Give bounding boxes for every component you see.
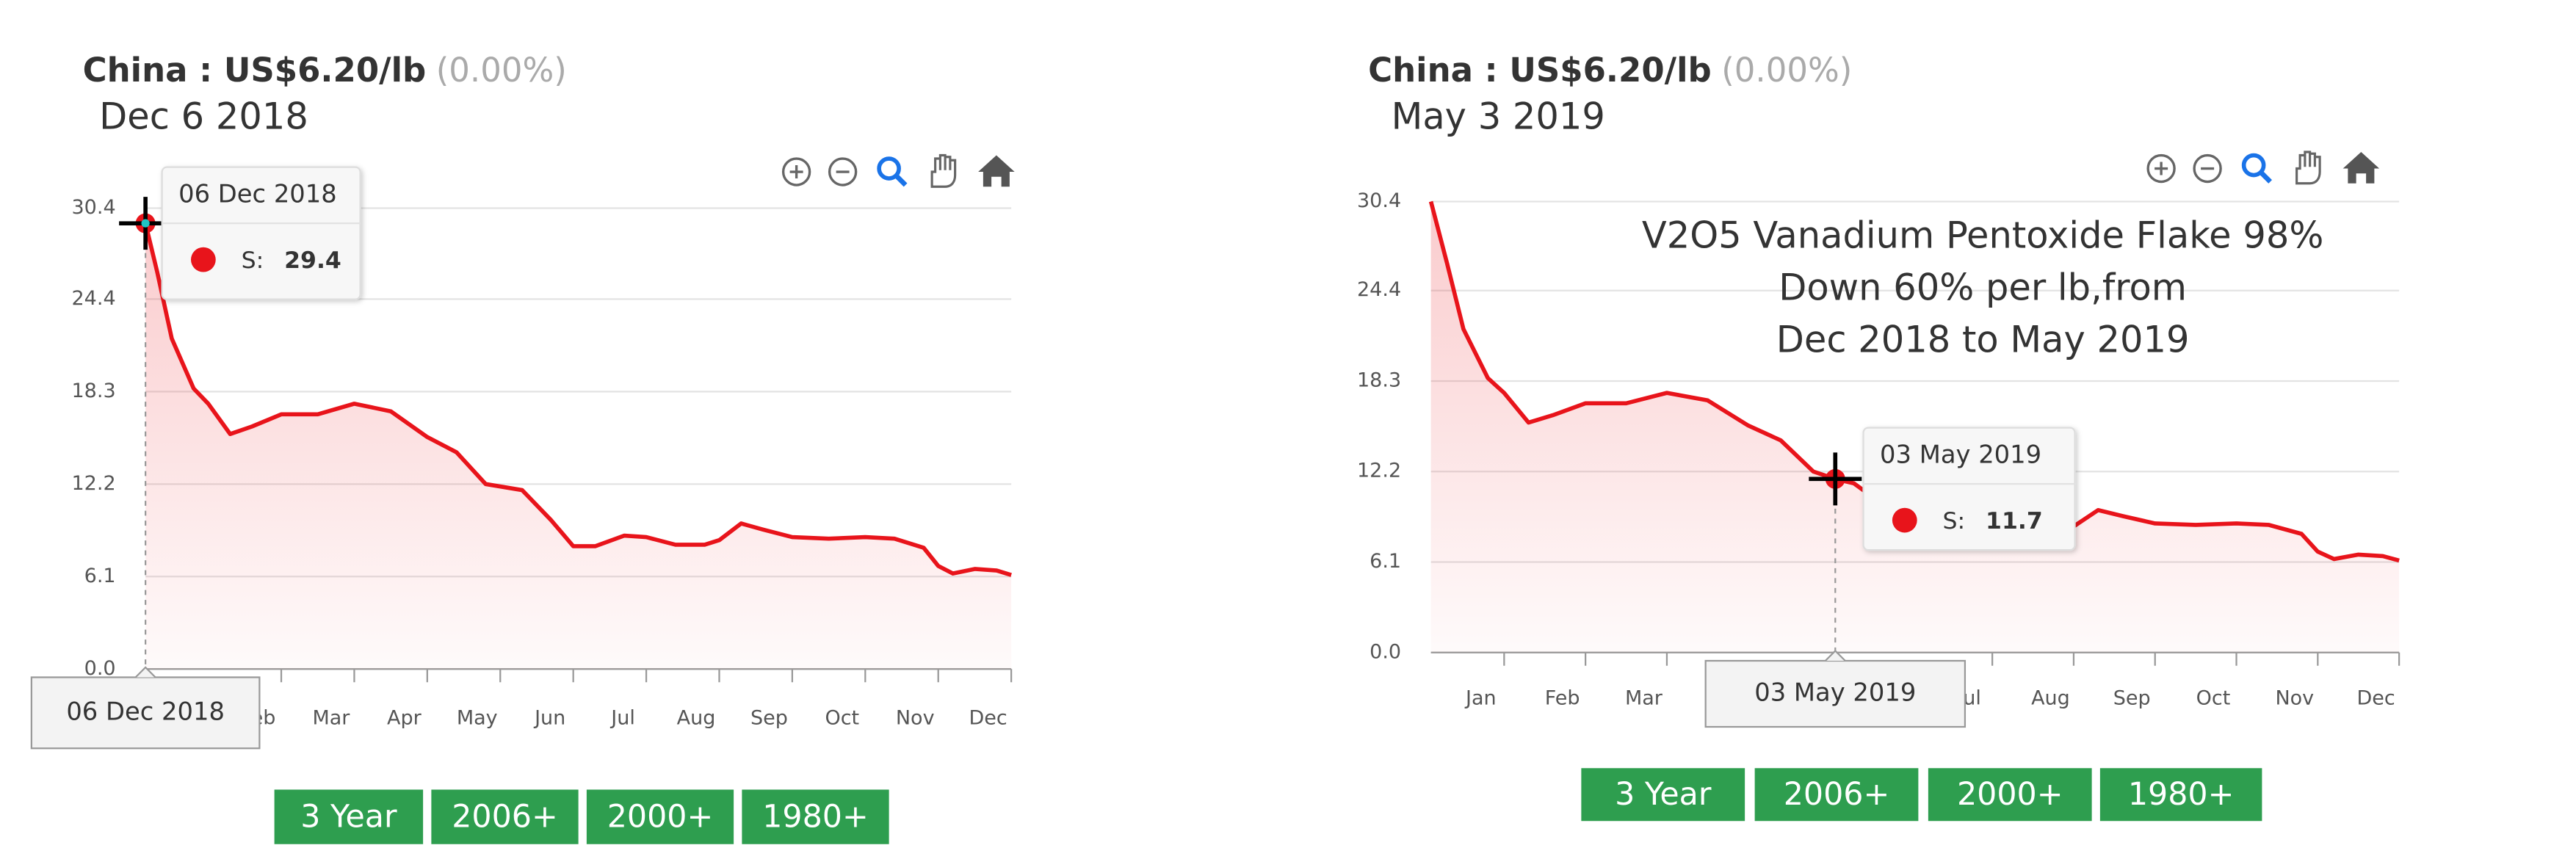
x-tick-label: Dec xyxy=(969,706,1007,729)
reset-zoom-icon[interactable] xyxy=(2342,152,2380,184)
area xyxy=(145,223,1012,670)
price-line xyxy=(143,222,1012,577)
x-tick-label: Oct xyxy=(2196,686,2231,709)
x-tick-label: Nov xyxy=(2275,686,2314,709)
annotation: Down 60% per lb,from xyxy=(1779,266,2187,308)
x-tick-label: Aug xyxy=(677,706,716,729)
chart-title: China : US$6.20/lb (0.00%) xyxy=(83,51,567,90)
chart-toolbar xyxy=(781,153,1015,188)
zoom-in-icon[interactable] xyxy=(2146,153,2176,184)
x-tick-label: Oct xyxy=(825,706,859,729)
reset-zoom-icon[interactable] xyxy=(978,155,1015,187)
pan-icon[interactable] xyxy=(2295,151,2321,185)
x-tick-label: Jul xyxy=(609,706,635,729)
y-tick-label: 12.2 xyxy=(72,472,116,495)
x-tick-label: May xyxy=(457,706,498,729)
x-tick-label: Aug xyxy=(2031,686,2070,709)
x-tick-label: Dec xyxy=(2357,686,2395,709)
range-button-label[interactable]: 2000+ xyxy=(607,798,714,835)
range-button[interactable] xyxy=(1754,768,1919,822)
x-tick-label: Sep xyxy=(2113,686,2151,709)
x-tick-label: Jan xyxy=(1464,686,1497,709)
pan-icon[interactable] xyxy=(930,153,957,188)
x-tick-label: Feb xyxy=(1545,686,1580,709)
range-button[interactable] xyxy=(1928,768,2092,822)
chart-title: China : US$6.20/lb (0.00%) xyxy=(1368,51,1852,90)
x-tick-label: Sep xyxy=(750,706,788,729)
range-button-label[interactable]: 2006+ xyxy=(452,798,558,835)
zoom-out-icon[interactable] xyxy=(828,157,858,186)
title-text: China : US$6.20/lb xyxy=(1368,51,1712,90)
y-tick-label: 0.0 xyxy=(1370,640,1401,663)
tooltip-marker xyxy=(191,247,216,272)
y-tick-label: 6.1 xyxy=(1370,550,1401,573)
range-button[interactable] xyxy=(431,789,579,844)
range-button[interactable] xyxy=(586,789,734,844)
area xyxy=(1430,201,2400,653)
crosshair-label-box xyxy=(1704,659,1967,728)
range-button-label[interactable]: 1980+ xyxy=(762,798,869,835)
cursor-cross xyxy=(1809,452,1862,506)
selection-zoom-handle xyxy=(2258,170,2273,184)
x-tick-label: Jun xyxy=(533,706,565,729)
y-tick-label: 24.4 xyxy=(72,287,116,310)
range-button[interactable] xyxy=(1581,768,1745,822)
x-tick-label: Mar xyxy=(312,706,350,729)
x-tick-label: Nov xyxy=(896,706,935,729)
tooltip-date: 03 May 2019 xyxy=(1880,440,2041,468)
change-text: (0.00%) xyxy=(1721,51,1852,90)
selection-zoom-icon[interactable] xyxy=(2241,153,2266,178)
range-button[interactable] xyxy=(2099,768,2262,822)
title-text: China : US$6.20/lb xyxy=(83,51,427,90)
date-label: Dec 6 2018 xyxy=(99,95,308,138)
y-tick-label: 0.0 xyxy=(84,657,116,680)
y-tick-label: 6.1 xyxy=(84,565,116,587)
annotation: V2O5 Vanadium Pentoxide Flake 98% xyxy=(1642,214,2324,257)
range-button[interactable] xyxy=(274,789,424,844)
chart-toolbar xyxy=(2146,151,2380,185)
range-button-label[interactable]: 2006+ xyxy=(1784,776,1890,813)
y-tick-label: 24.4 xyxy=(1357,278,1401,301)
crosshair-label-box xyxy=(30,676,261,750)
annotation: Dec 2018 to May 2019 xyxy=(1776,318,2190,360)
tooltip-value: 29.4 xyxy=(284,247,341,274)
x-tick-label: Apr xyxy=(387,706,422,729)
y-tick-label: 30.4 xyxy=(1357,189,1401,212)
crosshair-label-pointer xyxy=(134,666,156,678)
y-tick-label: 30.4 xyxy=(72,196,116,219)
crosshair-label-pointer xyxy=(1824,649,1846,662)
y-tick-label: 18.3 xyxy=(1357,369,1401,391)
zoom-out-icon[interactable] xyxy=(2193,153,2222,184)
tooltip-series-label: S: xyxy=(1943,508,1966,534)
date-label: May 3 2019 xyxy=(1392,95,1605,138)
zoom-in-icon-plus xyxy=(789,165,803,178)
crosshair-label: 03 May 2019 xyxy=(1754,678,1916,707)
zoom-in-icon-plus xyxy=(2154,162,2168,175)
range-button-label[interactable]: 3 Year xyxy=(1615,776,1712,813)
x-tick-label: Mar xyxy=(1625,686,1663,709)
tooltip-date: 06 Dec 2018 xyxy=(178,179,337,208)
crosshair-label: 06 Dec 2018 xyxy=(66,697,225,725)
change-text: (0.00%) xyxy=(436,51,567,90)
selection-zoom-icon[interactable] xyxy=(877,156,901,181)
y-tick-label: 18.3 xyxy=(72,380,116,402)
range-button-label[interactable]: 2000+ xyxy=(1957,776,2063,813)
tooltip-series-label: S: xyxy=(242,247,264,274)
tooltip-marker xyxy=(1892,507,1917,533)
tooltip-value: 11.7 xyxy=(1986,508,2043,534)
cursor-dot xyxy=(141,219,150,228)
range-button[interactable] xyxy=(742,789,889,844)
range-button-label[interactable]: 1980+ xyxy=(2128,776,2235,813)
range-button-label[interactable]: 3 Year xyxy=(300,798,397,835)
selection-zoom-handle xyxy=(894,173,908,187)
zoom-in-icon[interactable] xyxy=(781,157,811,186)
y-tick-label: 12.2 xyxy=(1357,460,1401,482)
